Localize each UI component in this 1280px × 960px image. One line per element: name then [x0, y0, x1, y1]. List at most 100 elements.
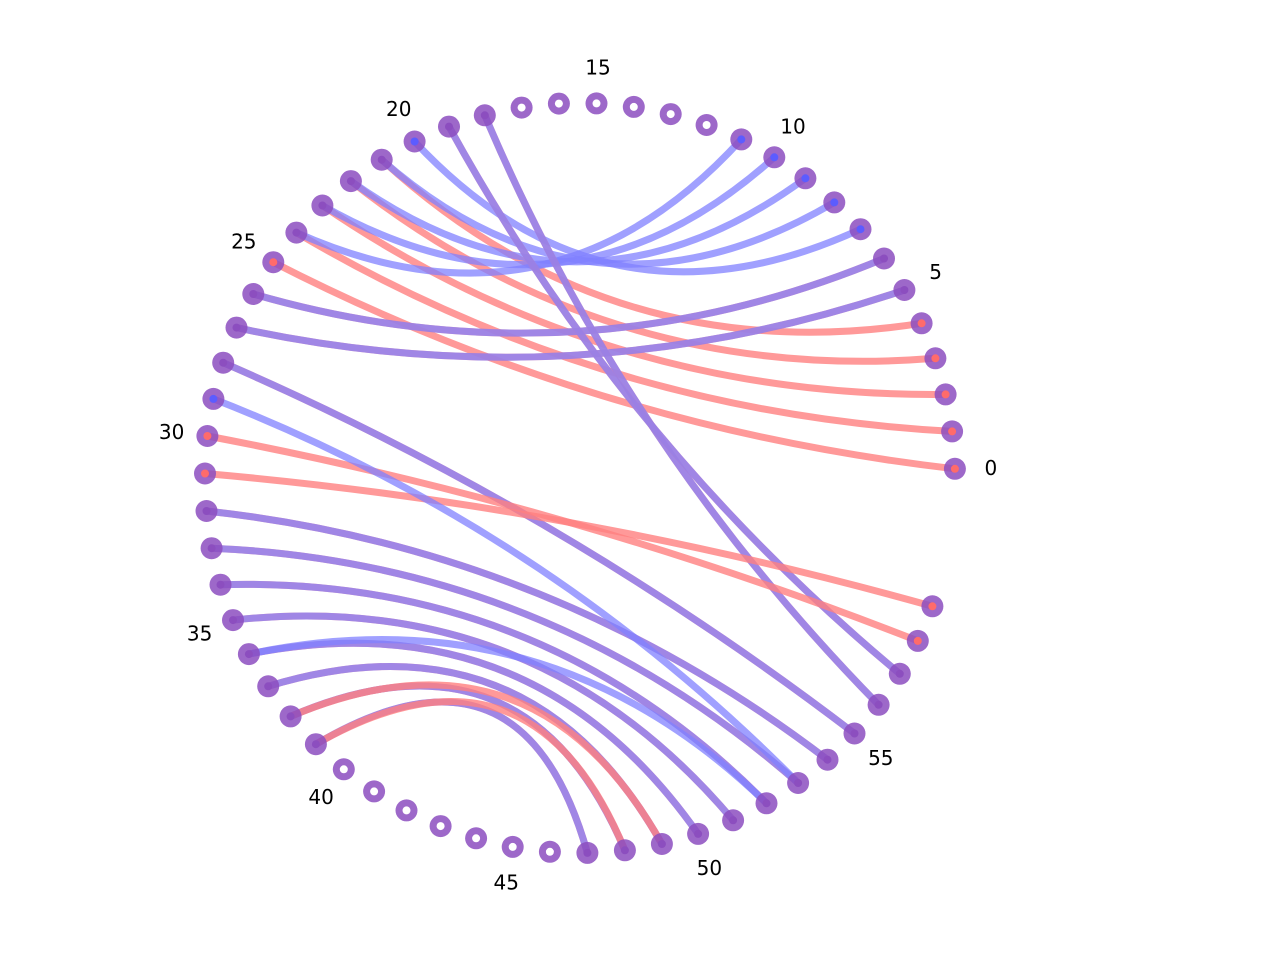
node-10-dot	[770, 153, 779, 162]
node-36-dot	[244, 650, 253, 659]
link-32-54-blue	[203, 507, 831, 764]
node-52-dot	[762, 799, 771, 808]
node-27-dot	[232, 323, 241, 332]
node-25-dot	[269, 258, 278, 267]
node-42-dot	[402, 806, 411, 815]
node-58	[906, 629, 929, 652]
node-29	[202, 387, 225, 410]
node-29-dot	[209, 394, 218, 403]
node-label-40: 40	[308, 785, 333, 809]
node-label-20: 20	[386, 97, 411, 121]
node-16	[547, 92, 570, 115]
node-33	[200, 537, 223, 560]
node-1-dot	[948, 427, 957, 436]
node-9-dot	[801, 174, 810, 183]
node-18-dot	[480, 111, 489, 120]
node-5	[893, 279, 916, 301]
node-59	[921, 595, 944, 618]
node-8	[823, 191, 846, 214]
link-0-25-red	[269, 258, 959, 473]
node-57-dot	[895, 669, 904, 678]
node-26-dot	[249, 290, 258, 298]
node-18	[473, 104, 496, 127]
node-23-dot	[318, 201, 327, 210]
node-33-dot	[207, 544, 216, 553]
node-label-0: 0	[985, 456, 998, 480]
node-14	[622, 95, 645, 118]
node-34	[209, 573, 232, 596]
node-30-dot	[203, 432, 212, 440]
node-35-dot	[229, 616, 237, 625]
node-35	[222, 609, 244, 632]
node-52	[755, 792, 778, 815]
node-22	[339, 170, 362, 193]
node-49	[650, 833, 673, 855]
node-55-dot	[850, 729, 859, 738]
link-5-27-blue	[233, 286, 908, 361]
node-17	[510, 96, 533, 119]
node-47-dot	[583, 848, 592, 857]
node-0-dot	[950, 464, 959, 473]
node-50-dot	[694, 829, 703, 838]
node-6	[873, 247, 895, 270]
node-37	[257, 675, 280, 698]
node-56-dot	[874, 700, 883, 709]
node-label-55: 55	[868, 746, 893, 770]
node-14-dot	[629, 102, 638, 111]
node-59-dot	[928, 602, 937, 611]
node-42	[395, 799, 418, 822]
node-8-dot	[830, 198, 839, 207]
node-3	[924, 347, 947, 370]
node-45	[501, 835, 524, 858]
node-labels-layer: 0 5 10 15 20 25 30 35 40 45 50 55	[159, 55, 997, 894]
node-31	[194, 462, 216, 485]
node-24	[285, 221, 308, 244]
node-3-dot	[931, 354, 940, 363]
node-57	[888, 662, 911, 685]
node-6-dot	[880, 254, 888, 263]
node-41	[363, 780, 386, 803]
node-41-dot	[370, 787, 379, 796]
node-0	[943, 457, 966, 480]
node-5-dot	[900, 286, 909, 294]
node-40-dot	[339, 765, 348, 774]
node-38	[279, 705, 302, 728]
node-45-dot	[508, 842, 517, 851]
node-26	[242, 283, 265, 305]
node-28	[212, 351, 235, 374]
node-17-dot	[517, 103, 526, 112]
node-4	[910, 312, 933, 335]
node-7	[849, 218, 872, 241]
node-53-dot	[794, 779, 803, 787]
node-15-dot	[592, 99, 601, 108]
node-55	[843, 722, 866, 745]
node-7-dot	[856, 225, 865, 234]
node-9	[794, 167, 817, 190]
link-39-48-red	[312, 698, 629, 854]
node-40	[332, 758, 355, 781]
node-label-30: 30	[159, 420, 184, 444]
node-28-dot	[219, 358, 228, 367]
node-label-5: 5	[929, 260, 942, 284]
link-6-26-blue	[249, 255, 888, 337]
node-20	[403, 130, 426, 153]
node-23	[311, 194, 334, 217]
node-51	[722, 809, 745, 832]
node-53	[787, 772, 810, 794]
node-21	[370, 148, 393, 171]
node-49-dot	[657, 840, 666, 848]
link-38-49-red	[287, 681, 666, 848]
node-32	[195, 500, 218, 522]
link-18-56-red	[481, 111, 883, 709]
node-label-35: 35	[187, 622, 212, 646]
link-4-21-red	[378, 156, 926, 336]
node-13-dot	[666, 110, 675, 119]
node-43	[429, 815, 452, 838]
node-label-10: 10	[780, 115, 805, 139]
node-54-dot	[823, 755, 832, 764]
node-46-dot	[545, 847, 554, 856]
link-33-53-blue	[208, 544, 802, 787]
node-36	[237, 643, 260, 666]
node-51-dot	[729, 816, 738, 825]
